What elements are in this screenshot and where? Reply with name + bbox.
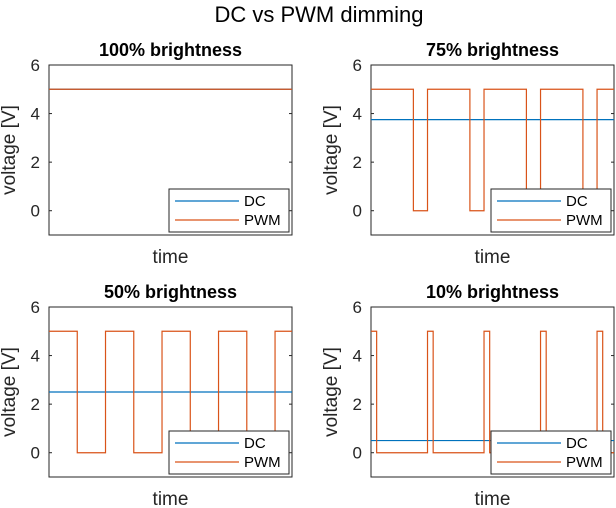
legend: DC PWM	[168, 430, 290, 475]
y-tick-label: 2	[353, 153, 362, 172]
legend-dc-label: DC	[244, 193, 266, 210]
panel-1: 0 2 4 6 100% brightness time voltage [V] DC PWM	[0, 40, 293, 268]
y-axis-label: voltage [V]	[321, 347, 342, 437]
y-tick-label: 6	[353, 56, 362, 75]
y-tick-label: 4	[31, 105, 40, 124]
x-axis-label: time	[475, 247, 511, 268]
y-tick-label: 4	[31, 347, 40, 366]
subplot-title: 50% brightness	[104, 282, 237, 302]
y-tick-label: 6	[353, 298, 362, 317]
x-axis-label: time	[153, 489, 189, 508]
y-tick-label: 0	[353, 444, 362, 463]
legend: DC PWM	[490, 430, 612, 475]
legend: DC PWM	[490, 188, 612, 233]
panel-4: 0 2 4 6 10% brightness time voltage [V] DC PWM	[321, 282, 615, 508]
subplot-title: 75% brightness	[426, 40, 559, 60]
legend-box	[168, 188, 290, 233]
y-axis-label: voltage [V]	[0, 105, 20, 195]
y-tick-label: 0	[353, 202, 362, 221]
y-tick-label: 0	[31, 444, 40, 463]
legend-pwm-label: PWM	[566, 212, 603, 229]
subplot-title: 100% brightness	[99, 40, 242, 60]
x-axis-label: time	[475, 489, 511, 508]
y-axis-label: voltage [V]	[0, 347, 20, 437]
y-tick-label: 2	[31, 153, 40, 172]
y-tick-label: 4	[353, 347, 362, 366]
figure-title: DC vs PWM dimming	[214, 2, 423, 27]
panel-2: 0 2 4 6 75% brightness time voltage [V] DC PWM	[321, 40, 615, 268]
legend-box	[168, 430, 290, 475]
y-tick-label: 6	[31, 56, 40, 75]
y-tick-label: 4	[353, 105, 362, 124]
y-tick-label: 2	[31, 395, 40, 414]
legend-pwm-label: PWM	[244, 212, 281, 229]
legend-box	[490, 188, 612, 233]
legend: DC PWM	[168, 188, 290, 233]
y-axis-label: voltage [V]	[321, 105, 342, 195]
legend-box	[490, 430, 612, 475]
legend-dc-label: DC	[566, 193, 588, 210]
y-tick-label: 6	[31, 298, 40, 317]
pwm-series-line	[371, 330, 614, 454]
legend-dc-label: DC	[566, 435, 588, 452]
x-axis-label: time	[153, 247, 189, 268]
y-tick-label: 2	[353, 395, 362, 414]
panel-3: 0 2 4 6 50% brightness time voltage [V] DC PWM	[0, 282, 293, 508]
legend-pwm-label: PWM	[566, 454, 603, 471]
y-tick-label: 0	[31, 202, 40, 221]
legend-pwm-label: PWM	[244, 454, 281, 471]
legend-dc-label: DC	[244, 435, 266, 452]
subplot-title: 10% brightness	[426, 282, 559, 302]
